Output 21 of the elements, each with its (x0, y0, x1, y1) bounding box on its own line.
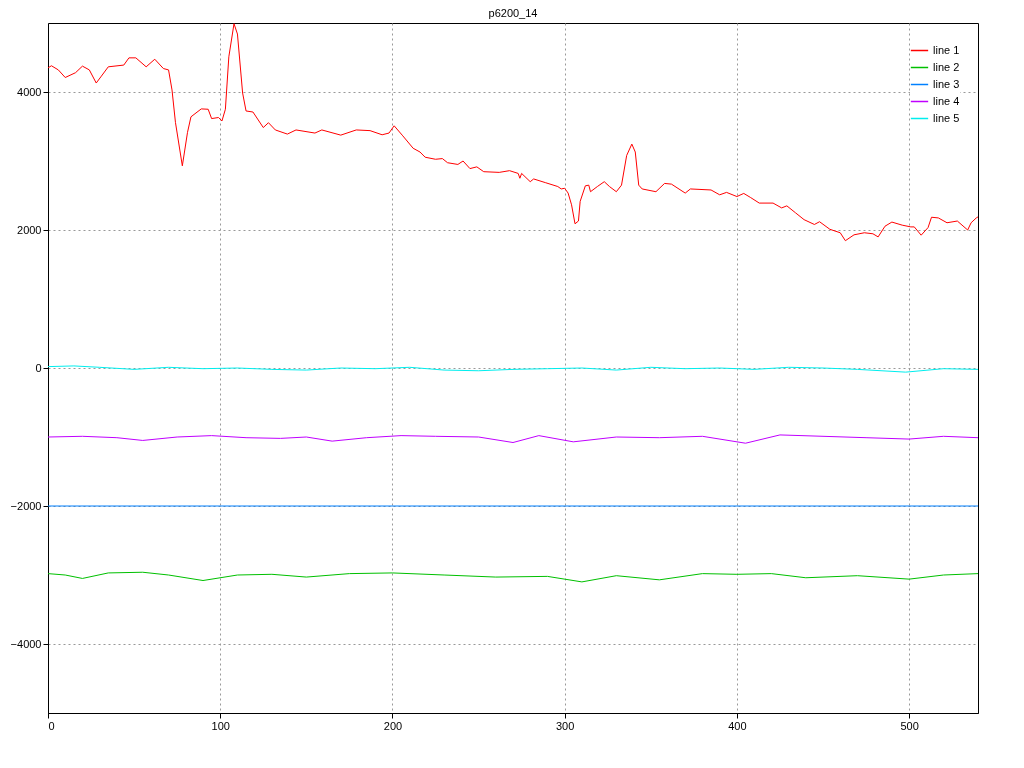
legend-label: line 4 (933, 94, 960, 107)
x-tick-label: 300 (555, 719, 575, 732)
legend-label: line 1 (933, 43, 960, 56)
y-tick-label: 4000 (17, 85, 42, 98)
y-tick-label: 2000 (17, 223, 42, 236)
y-tick-label: 0 (35, 361, 42, 374)
x-tick-label: 200 (383, 719, 403, 732)
legend-label: line 2 (933, 60, 960, 73)
line-series (48, 434, 978, 444)
legend-label: line 3 (933, 77, 960, 90)
legend-label: line 5 (933, 111, 960, 124)
y-tick-label: −4000 (10, 637, 42, 650)
x-tick-label: 400 (728, 719, 747, 732)
chart-title: p6200_14 (488, 7, 538, 19)
line-series (48, 365, 978, 373)
line-series (48, 23, 978, 242)
x-tick-label: 100 (211, 719, 230, 732)
line-series (48, 571, 978, 583)
x-tick-label: 0 (48, 719, 55, 732)
x-tick-label: 500 (900, 719, 919, 732)
y-tick-label: −2000 (10, 499, 42, 512)
